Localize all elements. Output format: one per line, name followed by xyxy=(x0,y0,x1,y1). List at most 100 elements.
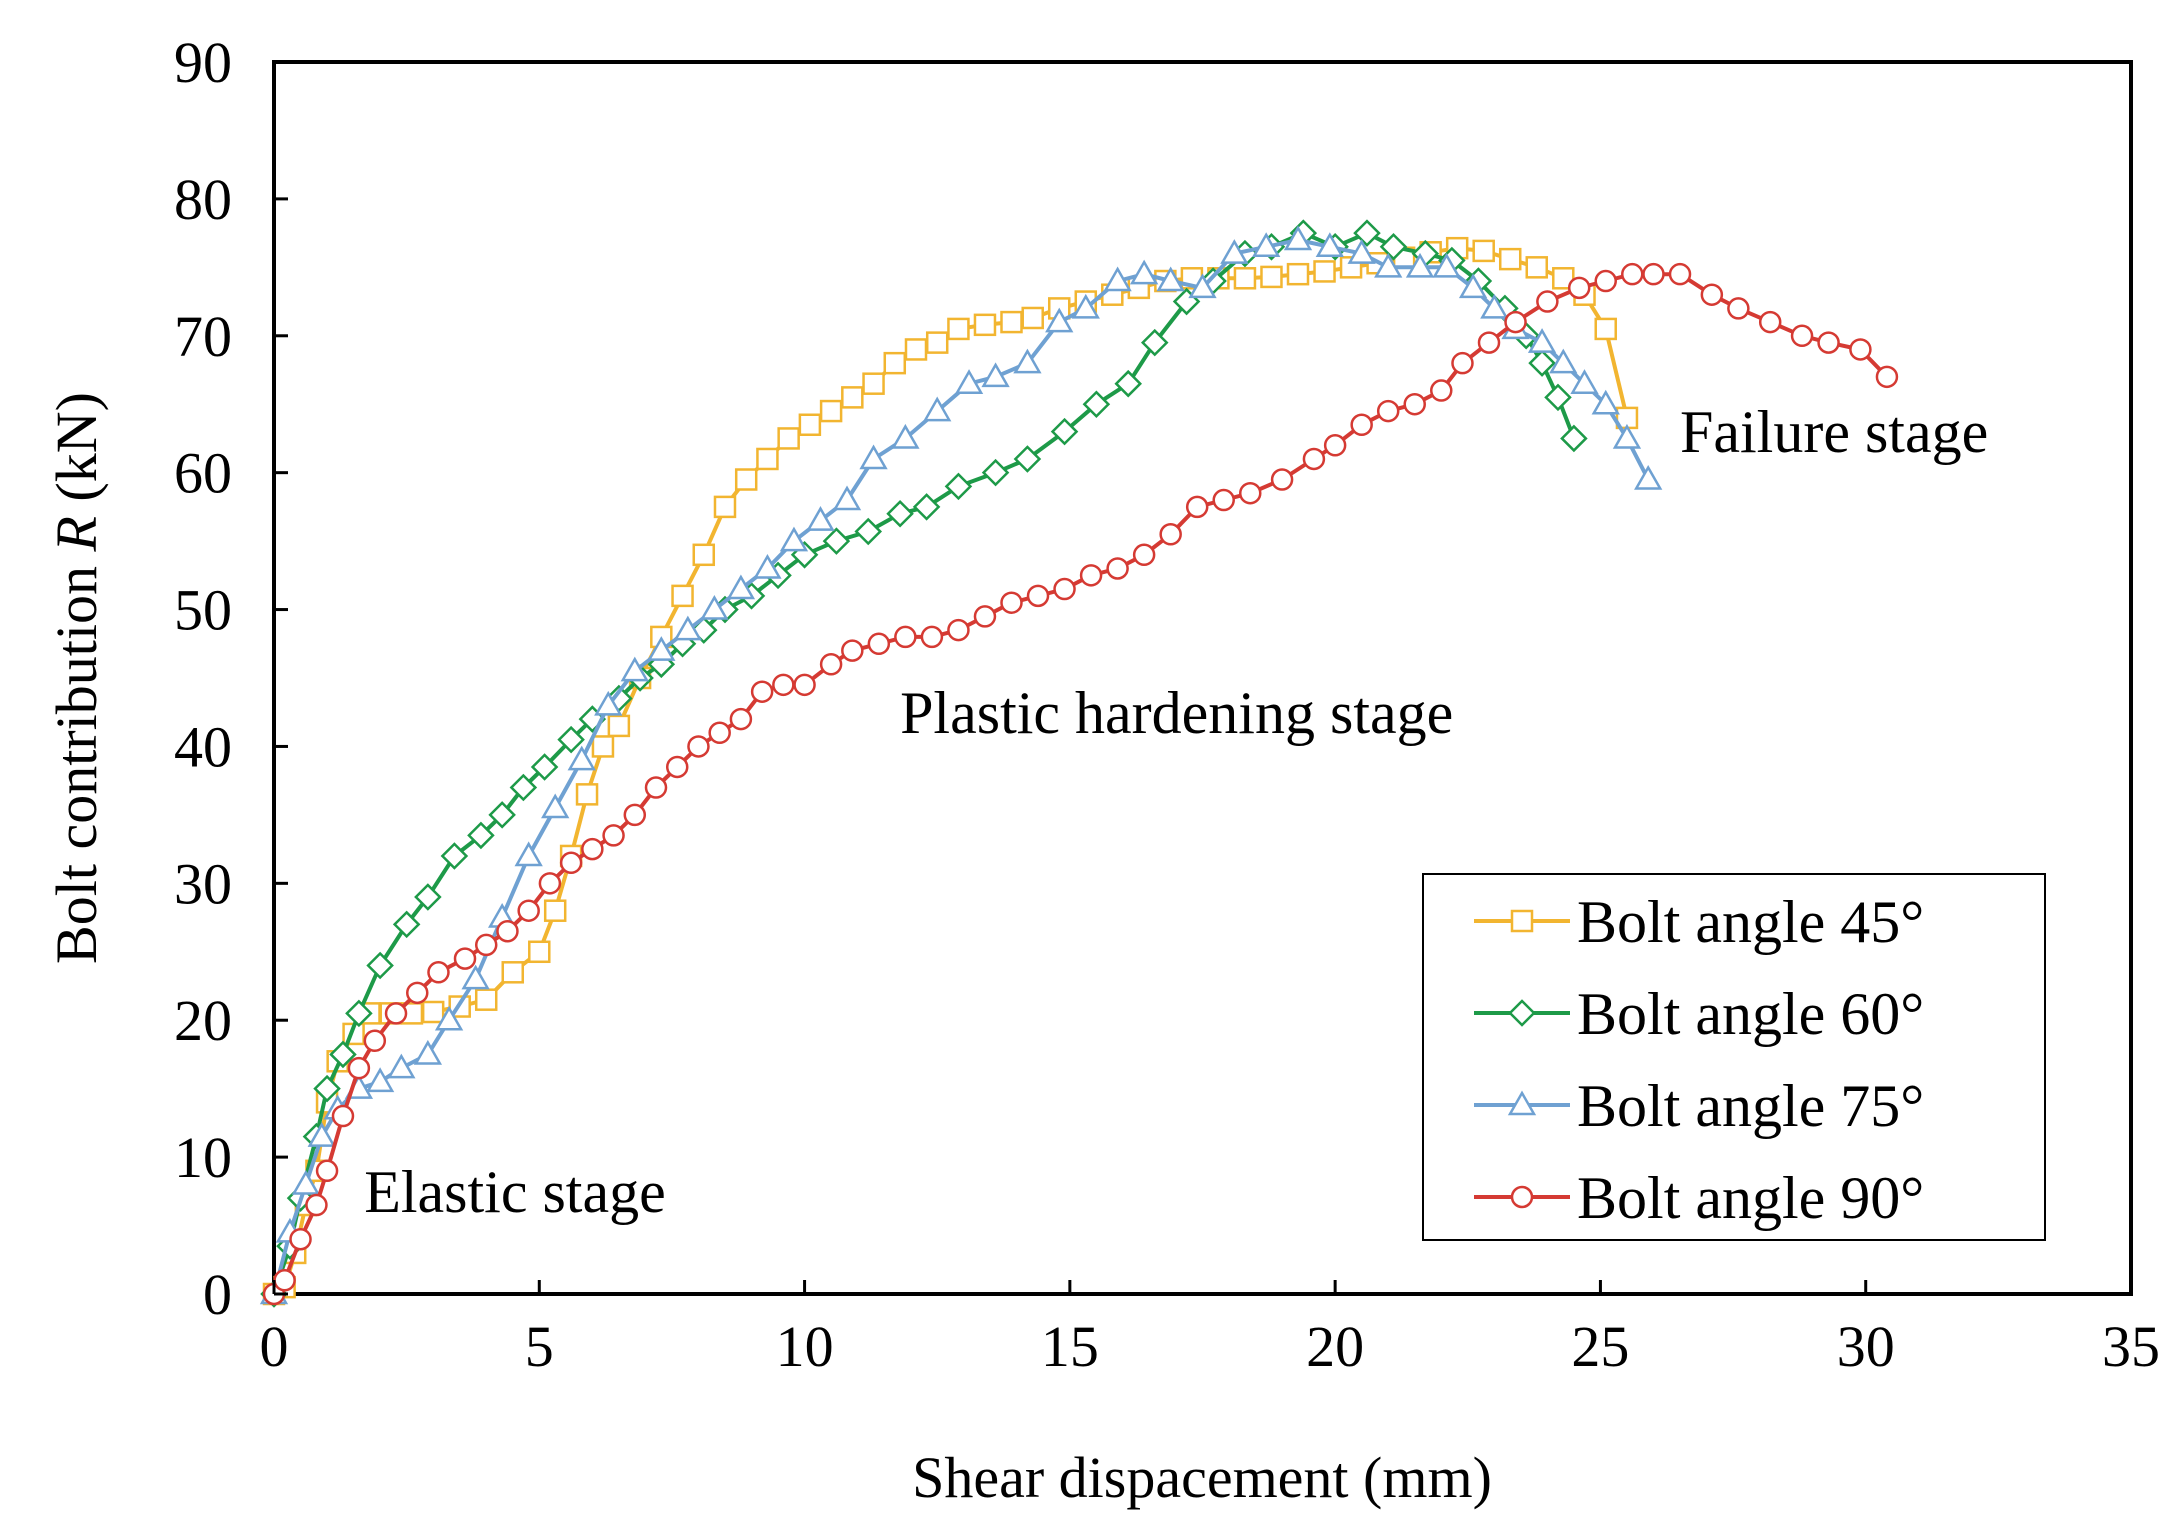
data-point xyxy=(1612,423,1642,449)
data-point xyxy=(1156,266,1185,292)
data-point xyxy=(1875,365,1899,389)
annotation-layer: Elastic stage Plastic hardening stage Fail… xyxy=(364,399,1988,1225)
data-point xyxy=(541,793,570,819)
data-point xyxy=(530,753,559,781)
x-tick-label: 5 xyxy=(525,1314,554,1379)
y-tick-label: 20 xyxy=(174,988,232,1053)
data-point xyxy=(981,458,1010,487)
legend: Bolt angle 45° Bolt angle 60° Bolt angle 7… xyxy=(1422,873,2046,1241)
data-point xyxy=(406,981,429,1005)
legend-label: Bolt angle 75° xyxy=(1577,1073,1924,1139)
data-point xyxy=(734,468,758,491)
data-point xyxy=(1313,260,1336,283)
data-point xyxy=(1549,348,1578,374)
data-point xyxy=(1480,293,1509,319)
y-tick-label: 90 xyxy=(174,30,232,95)
data-point xyxy=(1132,543,1156,567)
data-point xyxy=(841,386,864,409)
data-point xyxy=(1849,338,1872,361)
data-point xyxy=(387,1053,416,1079)
data-point xyxy=(313,1074,341,1103)
data-point xyxy=(1252,232,1281,258)
data-point xyxy=(644,776,668,799)
data-point xyxy=(1106,557,1129,580)
data-point xyxy=(1212,488,1235,512)
legend-item: Bolt angle 75° xyxy=(1474,1073,1924,1139)
data-point xyxy=(1528,349,1556,377)
data-point xyxy=(867,632,891,656)
data-point xyxy=(623,803,647,827)
data-point xyxy=(1379,233,1408,261)
y-tick-label: 60 xyxy=(174,441,232,506)
data-point xyxy=(1527,328,1557,353)
data-point xyxy=(726,574,756,600)
legend-item: Bolt angle 45° xyxy=(1474,889,1924,955)
data-point xyxy=(1129,259,1159,285)
data-point xyxy=(973,605,997,628)
data-point xyxy=(886,499,914,528)
data-point xyxy=(891,423,920,449)
x-tick-label: 0 xyxy=(260,1314,289,1379)
data-point xyxy=(488,801,516,829)
data-point xyxy=(607,714,631,738)
data-point xyxy=(708,721,731,745)
data-point xyxy=(1430,379,1453,402)
legend-items: Bolt angle 45° Bolt angle 60° Bolt angle 7… xyxy=(1474,889,1924,1231)
data-point xyxy=(273,1269,296,1292)
data-point xyxy=(591,735,615,758)
data-point xyxy=(315,1159,339,1183)
data-point xyxy=(496,919,519,943)
x-axis-title: Shear dispacement (mm) xyxy=(912,1445,1492,1510)
data-point xyxy=(981,362,1010,388)
data-point xyxy=(819,399,843,423)
legend-label: Bolt angle 60° xyxy=(1577,981,1924,1047)
y-tick-label: 30 xyxy=(174,851,232,916)
data-point xyxy=(1376,399,1400,423)
x-tick-label: 30 xyxy=(1837,1314,1895,1379)
legend-marker xyxy=(1510,909,1534,933)
data-point xyxy=(557,725,585,754)
data-point xyxy=(1053,577,1076,601)
data-point xyxy=(1013,445,1042,473)
data-point xyxy=(894,625,917,649)
data-point xyxy=(1790,324,1814,348)
data-point xyxy=(345,999,373,1028)
data-point xyxy=(1239,481,1262,505)
data-point xyxy=(1082,390,1111,418)
data-point xyxy=(1000,310,1023,334)
data-point xyxy=(567,745,596,771)
data-point xyxy=(414,883,442,911)
data-point xyxy=(1233,267,1257,290)
data-point xyxy=(671,584,694,608)
data-point xyxy=(904,338,928,361)
data-point xyxy=(434,1005,464,1031)
data-point xyxy=(366,951,394,980)
data-point xyxy=(1472,239,1495,263)
data-point xyxy=(1103,266,1132,292)
data-point xyxy=(1260,265,1283,289)
data-point xyxy=(1432,252,1461,278)
data-point xyxy=(1045,307,1074,333)
data-point xyxy=(1315,232,1344,258)
data-point xyxy=(1000,591,1023,614)
data-point xyxy=(1350,413,1373,437)
data-point xyxy=(1114,369,1142,398)
data-point xyxy=(920,625,944,649)
data-point xyxy=(291,1169,320,1195)
data-point xyxy=(947,618,970,642)
legend-item: Bolt angle 60° xyxy=(1474,981,1924,1047)
y-tick-label: 40 xyxy=(174,714,232,779)
data-point xyxy=(750,680,774,703)
legend-label: Bolt angle 45° xyxy=(1577,889,1924,955)
data-point xyxy=(665,755,689,779)
legend-marker xyxy=(1507,1090,1537,1116)
data-point xyxy=(1544,383,1572,412)
data-point xyxy=(440,842,469,870)
data-point xyxy=(1567,276,1591,300)
data-point xyxy=(363,1029,387,1053)
y-axis-title-variable: R xyxy=(44,516,109,552)
data-point xyxy=(392,910,421,939)
data-point xyxy=(925,331,949,354)
y-tick-label: 0 xyxy=(203,1262,232,1327)
data-point xyxy=(1323,434,1347,457)
